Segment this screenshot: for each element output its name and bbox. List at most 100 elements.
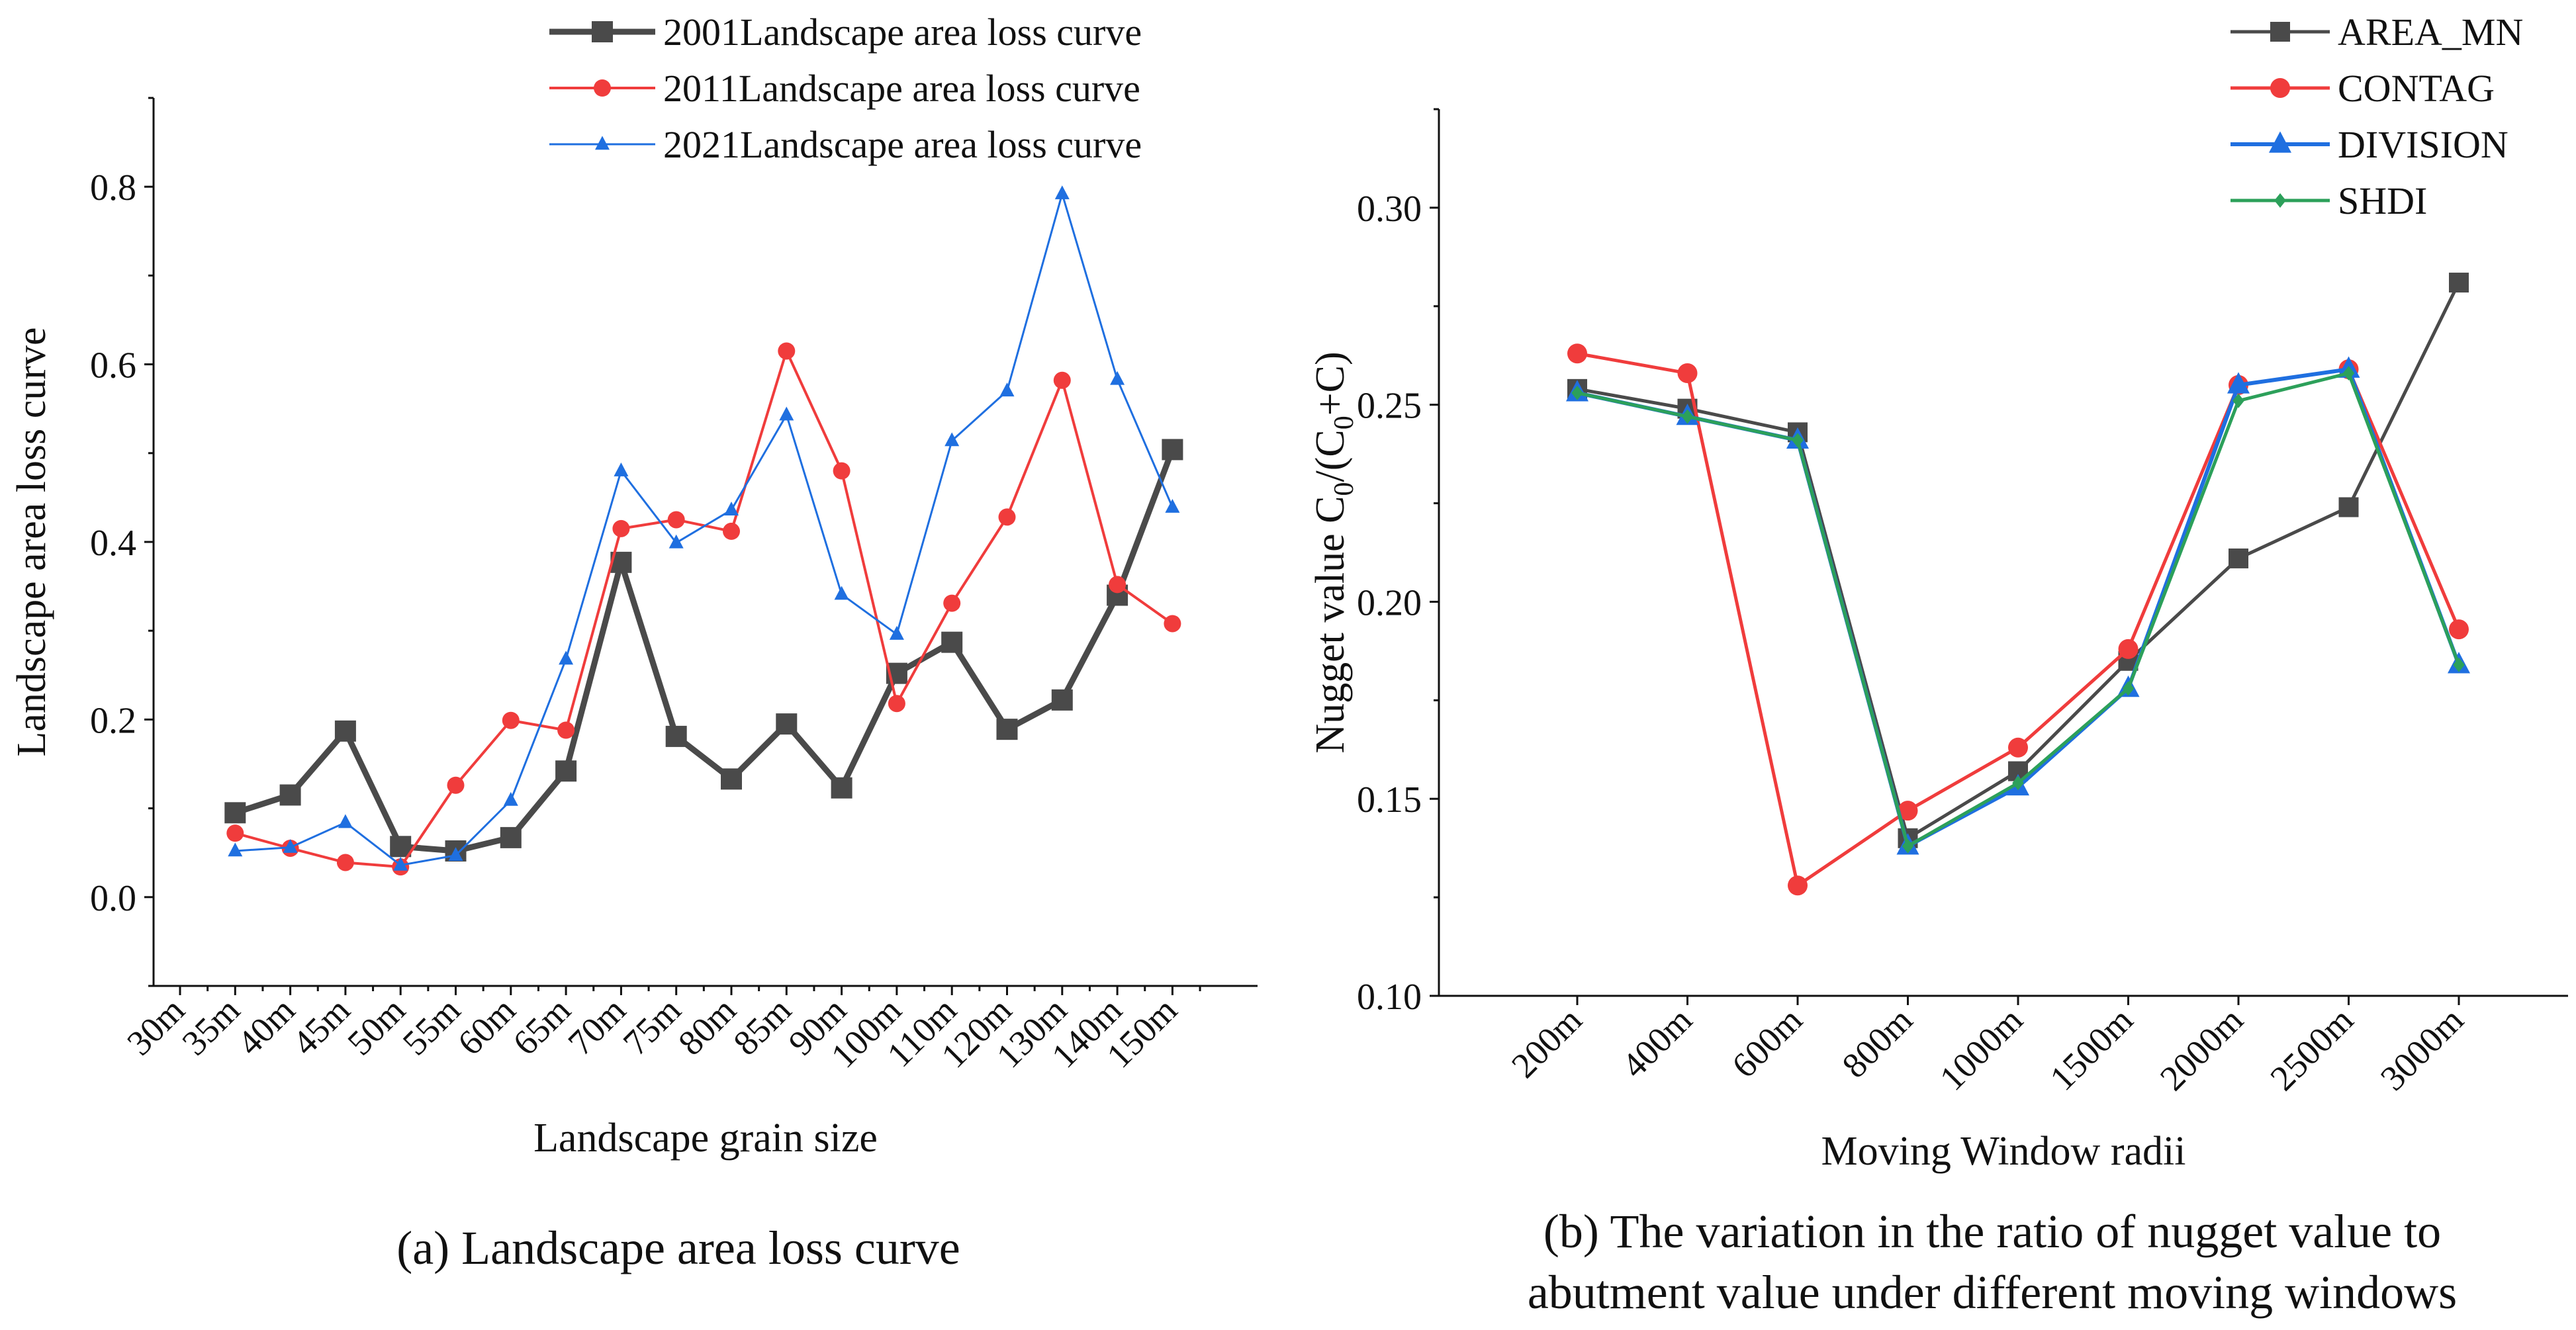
- y-tick-label: 0.15: [1357, 779, 1422, 820]
- data-point: [279, 784, 301, 806]
- data-point: [390, 836, 412, 858]
- data-point: [779, 406, 794, 421]
- data-point: [944, 432, 960, 447]
- data-point: [2449, 619, 2469, 640]
- data-point: [1788, 875, 1808, 896]
- series-area-mn: [1567, 273, 2469, 848]
- data-point: [226, 824, 244, 842]
- data-point: [2342, 366, 2355, 381]
- data-point: [2012, 776, 2024, 791]
- x-tick-label: 65m: [505, 990, 578, 1063]
- y-tick-label: 0.0: [90, 878, 136, 919]
- data-point: [833, 462, 851, 480]
- caption-a: (a) Landscape area loss curve: [396, 1221, 960, 1274]
- data-point: [1110, 371, 1125, 385]
- legend-item: 2001Landscape area loss curve: [549, 11, 1142, 54]
- caption-b-line2: abutment value under different moving wi…: [1527, 1266, 2458, 1319]
- data-point: [612, 519, 630, 537]
- data-point: [1677, 363, 1698, 384]
- data-point: [723, 522, 740, 540]
- data-point: [667, 511, 685, 529]
- series-line: [234, 448, 1175, 854]
- y-tick-label: 0.20: [1357, 582, 1422, 623]
- legend-item: DIVISION: [2231, 123, 2508, 166]
- data-point: [2008, 737, 2028, 758]
- series-line: [235, 193, 1173, 866]
- data-point: [338, 814, 353, 828]
- x-tick-label: 35m: [174, 990, 247, 1063]
- x-tick-label: 200m: [1504, 1000, 1589, 1085]
- data-point: [1053, 371, 1071, 389]
- data-point: [999, 382, 1015, 397]
- legend-label: CONTAG: [2338, 67, 2495, 110]
- legend-swatch-marker: [2269, 131, 2291, 153]
- data-point: [2118, 639, 2139, 659]
- data-point: [996, 719, 1018, 740]
- x-tick-label: 2000m: [2152, 1000, 2251, 1098]
- y-tick-label: 0.25: [1357, 386, 1422, 427]
- series-shdi: [1571, 366, 2465, 854]
- x-tick-label: 75m: [616, 990, 688, 1063]
- legend-label: AREA_MN: [2338, 11, 2523, 54]
- chart-b-nugget-ratio: 0.10 0.15 0.20 0.25 0.30 200m 400m 600m 800m 1000…: [1308, 11, 2568, 1174]
- caption-b-line1: (b) The variation in the ratio of nugget…: [1543, 1205, 2442, 1258]
- x-tick-label: 60m: [450, 990, 523, 1063]
- x-tick-label: 70m: [561, 990, 633, 1063]
- x-tick-label: 400m: [1614, 1000, 1700, 1085]
- data-point: [1571, 385, 1583, 400]
- legend-item: AREA_MN: [2231, 11, 2523, 54]
- y-tick-label: 0.8: [90, 167, 136, 208]
- x-axis-title: Moving Window radii: [1821, 1129, 2186, 1174]
- data-point: [334, 720, 356, 742]
- series-line: [1577, 351, 2461, 887]
- data-point: [665, 725, 687, 747]
- data-point: [336, 854, 354, 871]
- data-point: [724, 502, 739, 515]
- x-tick-label: 1000m: [1932, 1000, 2031, 1098]
- data-point: [998, 508, 1016, 526]
- data-point: [1902, 838, 1914, 854]
- x-axis-title: Landscape grain size: [533, 1116, 878, 1161]
- y-tick-label: 0.4: [90, 523, 136, 564]
- legend-label: 2011Landscape area loss curve: [663, 67, 1140, 110]
- chart-a-landscape-area-loss: 0.00.20.40.60.830m35m40m45m50m55m60m65m7…: [9, 11, 1258, 1161]
- data-point: [721, 768, 742, 790]
- data-point: [889, 625, 904, 640]
- data-point: [2449, 273, 2469, 293]
- y-tick-label: 0.30: [1357, 189, 1422, 230]
- data-point: [668, 534, 684, 549]
- x-tick-label: 1500m: [2042, 1000, 2140, 1098]
- legend-swatch-marker: [2270, 22, 2290, 42]
- data-point: [500, 826, 522, 848]
- data-point: [228, 842, 243, 857]
- legend-swatch-marker: [592, 21, 613, 42]
- data-point: [503, 791, 518, 806]
- x-tick-label: 3000m: [2373, 1000, 2471, 1098]
- data-point: [2229, 548, 2248, 568]
- legend-item: SHDI: [2231, 179, 2427, 222]
- legend-swatch-marker: [595, 136, 610, 150]
- data-point: [941, 631, 963, 653]
- data-point: [1681, 409, 1694, 424]
- data-point: [614, 462, 629, 476]
- caption-b: (b) The variation in the ratio of nugget…: [1430, 1201, 2555, 1323]
- data-point: [778, 342, 796, 360]
- legend-item: 2021Landscape area loss curve: [549, 123, 1142, 166]
- data-point: [1567, 343, 1587, 364]
- data-point: [1162, 439, 1183, 461]
- data-point: [447, 776, 465, 794]
- data-point: [1054, 185, 1070, 200]
- y-tick-label: 0.6: [90, 345, 136, 386]
- legend: AREA_MN CONTAG DIVISION SHDI: [2231, 11, 2523, 222]
- x-tick-label: 30m: [119, 990, 192, 1063]
- legend-label: DIVISION: [2338, 123, 2508, 166]
- data-point: [2122, 681, 2135, 696]
- legend: 2001Landscape area loss curve 2011Landsca…: [549, 11, 1142, 166]
- data-point: [448, 847, 463, 861]
- series-2011landscape-area-loss-curve: [226, 342, 1181, 876]
- data-point: [2227, 372, 2250, 394]
- data-point: [502, 711, 520, 729]
- x-tick-label: 55m: [395, 990, 468, 1063]
- data-point: [283, 838, 298, 853]
